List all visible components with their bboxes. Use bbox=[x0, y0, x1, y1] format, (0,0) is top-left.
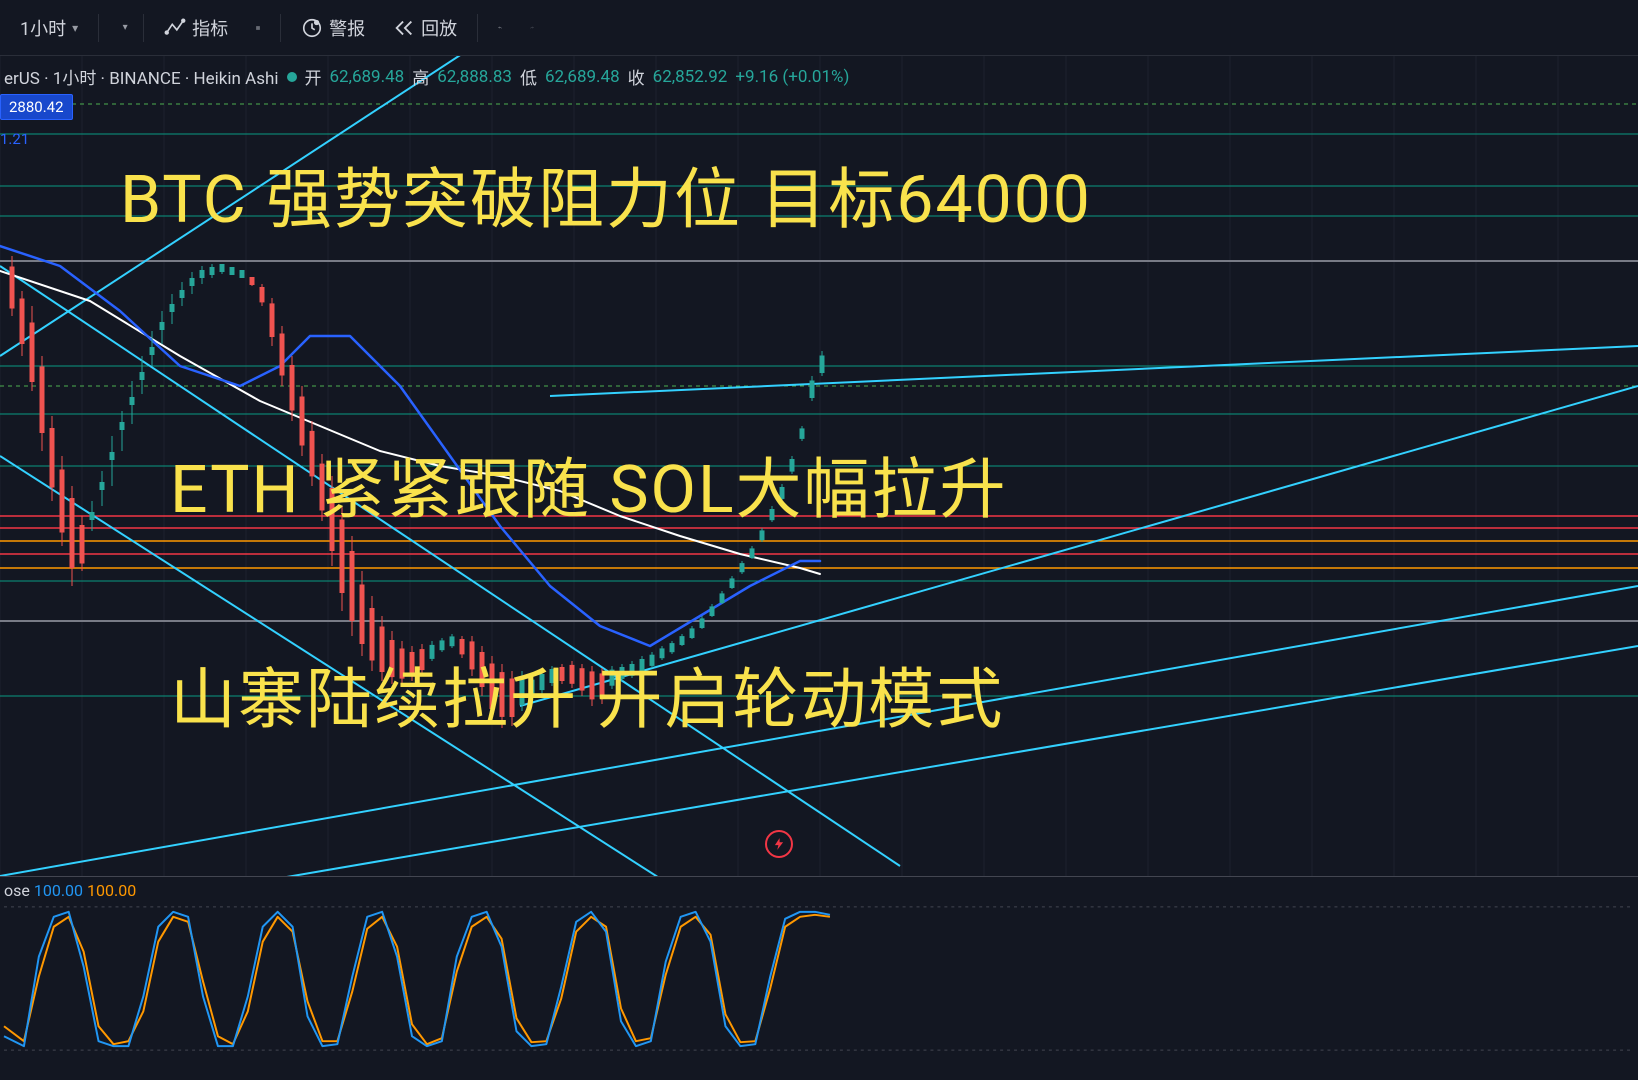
templates-button[interactable] bbox=[244, 14, 272, 42]
candle-style-button[interactable]: ▾ bbox=[107, 14, 135, 42]
undo-button[interactable] bbox=[486, 14, 514, 42]
osc-value-1: 100.00 bbox=[34, 881, 83, 900]
oscillator-label: ose 100.00 100.00 bbox=[4, 881, 136, 900]
price-badge[interactable]: 2880.42 bbox=[0, 94, 73, 120]
osc-name: ose bbox=[4, 881, 30, 900]
osc-value-2: 100.00 bbox=[87, 881, 136, 900]
indicators-label: 指标 bbox=[192, 15, 228, 41]
open-label: 开 bbox=[305, 64, 322, 89]
market-status-dot bbox=[287, 72, 297, 82]
separator bbox=[477, 14, 478, 42]
symbol-info-bar: erUS · 1小时 · BINANCE · Heikin Ashi 开 62,6… bbox=[0, 64, 849, 89]
separator bbox=[280, 14, 281, 42]
timeframe-button[interactable]: 1小时 ▾ bbox=[8, 9, 90, 47]
indicator-badge: 1.21 bbox=[0, 130, 29, 148]
oscillator-canvas bbox=[0, 877, 1638, 1080]
change-value: +9.16 (+0.01%) bbox=[735, 67, 849, 87]
top-toolbar: 1小时 ▾ ▾ 指标 警报 回放 bbox=[0, 0, 1638, 56]
symbol-text: erUS · 1小时 · BINANCE · Heikin Ashi bbox=[4, 64, 279, 89]
replay-button[interactable]: 回放 bbox=[381, 9, 469, 47]
lightning-icon[interactable] bbox=[765, 830, 793, 858]
replay-label: 回放 bbox=[421, 15, 457, 41]
indicators-button[interactable]: 指标 bbox=[152, 9, 240, 47]
separator bbox=[98, 14, 99, 42]
low-label: 低 bbox=[520, 64, 537, 89]
annotation-text: 山寨陆续拉升 开启轮动模式 bbox=[170, 646, 1004, 742]
close-value: 62,852.92 bbox=[653, 67, 728, 87]
chevron-down-icon: ▾ bbox=[123, 22, 128, 33]
low-value: 62,689.48 bbox=[545, 67, 620, 87]
close-label: 收 bbox=[628, 64, 645, 89]
chevron-down-icon: ▾ bbox=[72, 21, 78, 35]
oscillator-pane[interactable]: ose 100.00 100.00 bbox=[0, 876, 1638, 1080]
open-value: 62,689.48 bbox=[330, 67, 405, 87]
main-chart[interactable]: BTC 强势突破阻力位 目标64000 ETH 紧紧跟随 SOL大幅拉升山寨陆续拉… bbox=[0, 56, 1638, 876]
alert-button[interactable]: 警报 bbox=[289, 9, 377, 47]
annotation-text: BTC 强势突破阻力位 目标64000 bbox=[120, 146, 1092, 242]
redo-button[interactable] bbox=[518, 14, 546, 42]
alert-label: 警报 bbox=[329, 15, 365, 41]
high-value: 62,888.83 bbox=[437, 67, 512, 87]
timeframe-label: 1小时 bbox=[20, 15, 66, 41]
separator bbox=[143, 14, 144, 42]
annotation-text: ETH 紧紧跟随 SOL大幅拉升 bbox=[170, 436, 1008, 532]
high-label: 高 bbox=[412, 64, 429, 89]
